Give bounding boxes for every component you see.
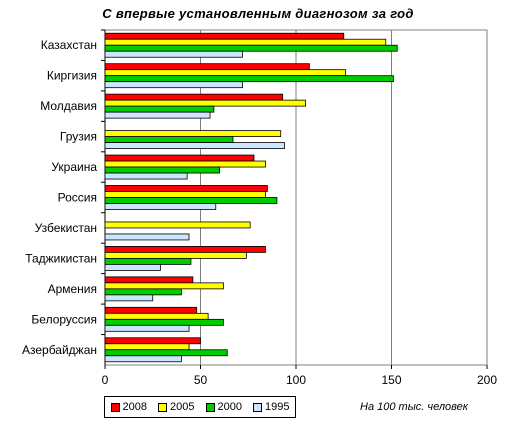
legend-swatch [110,402,120,412]
legend: 2008 2005 2000 1995 [104,396,296,418]
bar-2000 [104,349,228,357]
bar-1995 [104,142,285,149]
bar-2008 [104,185,268,192]
bar-2005 [104,38,387,46]
bar-2005 [104,191,266,198]
chart-title: С впервые установленным диагнозом за год [102,6,414,21]
category-label: Грузия [60,130,97,144]
bar-1995 [104,172,188,180]
unit-note: На 100 тыс. человек [360,401,468,413]
bar-2008 [104,63,310,71]
legend-label: 2008 [122,401,147,413]
x-tick-label: 150 [381,373,401,387]
bar-2000 [104,44,398,52]
category-label: Молдавия [40,99,97,113]
legend-label: 1995 [265,401,290,413]
bar-1995 [104,233,190,241]
bar-2008 [104,32,345,40]
bar-2005 [104,282,224,290]
legend-label: 2000 [217,401,242,413]
bar-2005 [104,252,247,259]
bar-1995 [104,111,211,119]
category-label: Казахстан [41,38,97,52]
bar-2000 [104,288,182,296]
bar-2005 [104,99,306,107]
bar-2000 [104,166,220,174]
bar-2000 [104,105,215,113]
bar-2008 [104,93,284,101]
bar-2000 [104,197,278,204]
legend-item-1995: 1995 [253,401,289,413]
category-label: Белоруссия [31,312,97,326]
legend-item-2008: 2008 [110,401,147,413]
category-label: Азербайджан [22,343,97,357]
legend-swatch [205,402,215,412]
bar-2000 [104,318,224,326]
bar-2005 [104,312,209,320]
bar-1995 [104,324,190,332]
bar-1995 [104,203,217,210]
bar-2005 [104,160,266,168]
bar-1995 [104,264,161,271]
bar-2008 [104,276,194,284]
category-label: Армения [48,282,97,296]
x-tick-label: 50 [194,373,208,387]
x-tick-label: 200 [477,373,497,387]
bar-1995 [104,294,154,302]
bar-1995 [104,81,243,89]
category-label: Россия [58,191,97,205]
bar-2005 [104,343,190,351]
bar-2008 [104,337,201,345]
bar-2000 [104,258,192,265]
bar-2005 [104,130,282,137]
bar-1995 [104,50,243,58]
category-label: Узбекистан [35,221,97,235]
legend-item-2000: 2000 [205,401,242,413]
bar-1995 [104,355,182,363]
x-tick-label: 100 [286,373,306,387]
bar-2005 [104,221,251,229]
category-label: Таджикистан [25,251,97,265]
bar-2008 [104,154,255,162]
bar-2008 [104,306,198,314]
legend-label: 2005 [170,401,195,413]
bar-2000 [104,136,234,143]
legend-item-2005: 2005 [158,401,194,413]
bar-2000 [104,75,394,83]
category-label: Украина [51,160,97,174]
category-label: Киргизия [47,69,97,83]
legend-swatch [158,402,167,412]
x-tick-label: 0 [102,373,109,387]
bar-2005 [104,69,347,77]
bar-2008 [104,246,266,253]
legend-swatch [253,402,262,412]
